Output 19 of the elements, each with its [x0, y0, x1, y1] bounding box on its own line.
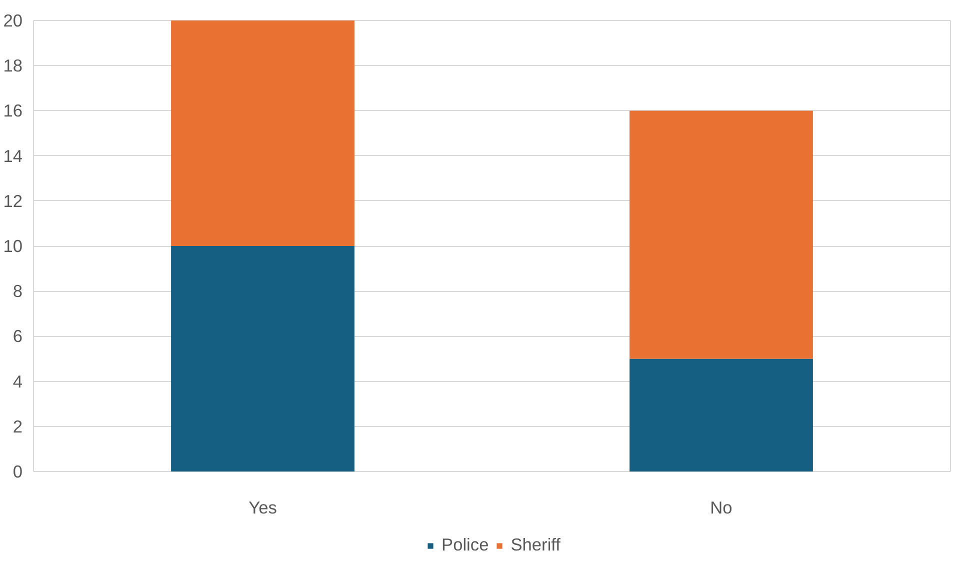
- legend-label: Police: [442, 534, 489, 556]
- y-tick-label: 0: [12, 462, 23, 482]
- bar: [630, 110, 813, 359]
- bar: [171, 246, 354, 472]
- y-tick-label: 2: [12, 416, 23, 436]
- bar: [171, 20, 354, 246]
- y-tick-label: 14: [3, 146, 23, 166]
- x-tick-label: Yes: [248, 498, 278, 518]
- y-tick-label: 20: [3, 10, 23, 30]
- y-tick-label: 4: [12, 371, 23, 392]
- y-tick-label: 10: [3, 236, 23, 256]
- bar: [630, 358, 813, 472]
- y-tick-label: 6: [12, 326, 23, 346]
- y-tick-label: 12: [3, 190, 23, 211]
- legend-label: Sheriff: [510, 534, 560, 556]
- y-tick-label: 16: [3, 100, 23, 121]
- y-tick-label: 18: [3, 56, 23, 76]
- y-tick-label: 8: [12, 281, 23, 302]
- x-tick-label: No: [710, 498, 732, 518]
